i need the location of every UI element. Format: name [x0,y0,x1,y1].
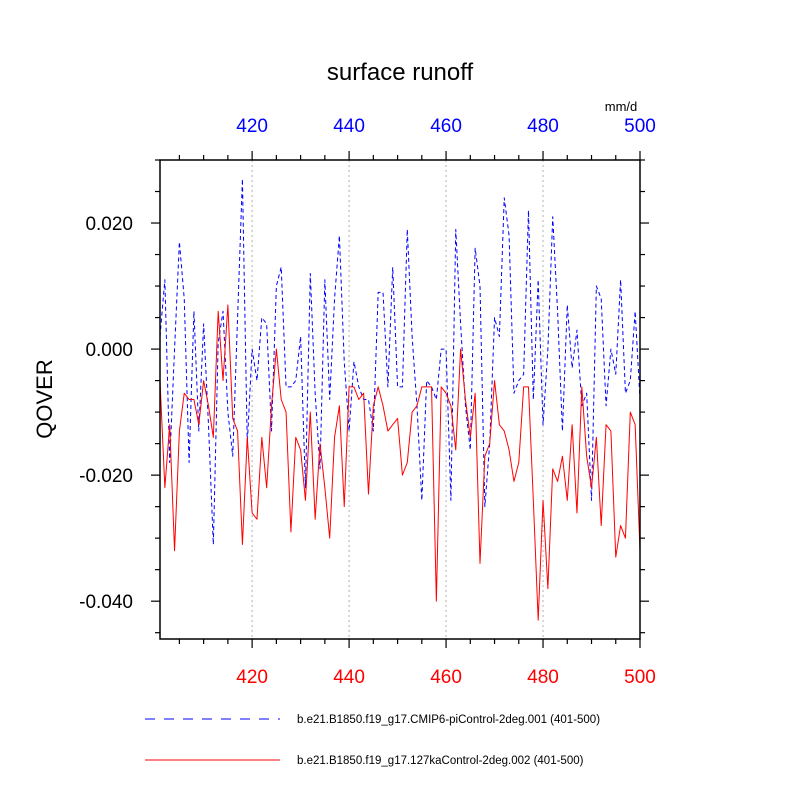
x-tick-label-top: 420 [236,116,268,137]
y-tick-label: -0.020 [79,466,133,487]
y-tick-label: -0.040 [79,592,133,613]
plot-frame [159,159,641,640]
y-tick-label: 0.000 [85,340,133,361]
x-tick-label-top: 460 [430,116,462,137]
y-axis-label: QOVER [32,359,57,438]
series-line-1 [159,178,641,545]
tick-labels: 420 420 440 440 460 460 480 480 500 500 0.020 0.000… [79,116,656,688]
axis-ticks [151,151,649,648]
x-tick-label-top: 440 [333,116,365,137]
units-label: mm/d [605,99,638,114]
x-tick-label-bottom: 440 [333,667,365,688]
legend: b.e21.B1850.f19_g17.CMIP6-piControl-2deg… [145,714,600,767]
series-lines [159,178,641,621]
y-tick-label: 0.020 [85,214,133,235]
chart-title: surface runoff [327,59,474,86]
legend-label-2: b.e21.B1850.f19_g17.127kaControl-2deg.00… [297,755,584,767]
x-tick-label-bottom: 500 [624,667,656,688]
x-tick-label-bottom: 420 [236,667,268,688]
series-line-2 [159,304,641,621]
legend-label-1: b.e21.B1850.f19_g17.CMIP6-piControl-2deg… [297,714,600,726]
x-tick-label-top: 500 [624,116,656,137]
x-tick-label-top: 480 [527,116,559,137]
x-tick-label-bottom: 460 [430,667,462,688]
x-tick-label-bottom: 480 [527,667,559,688]
